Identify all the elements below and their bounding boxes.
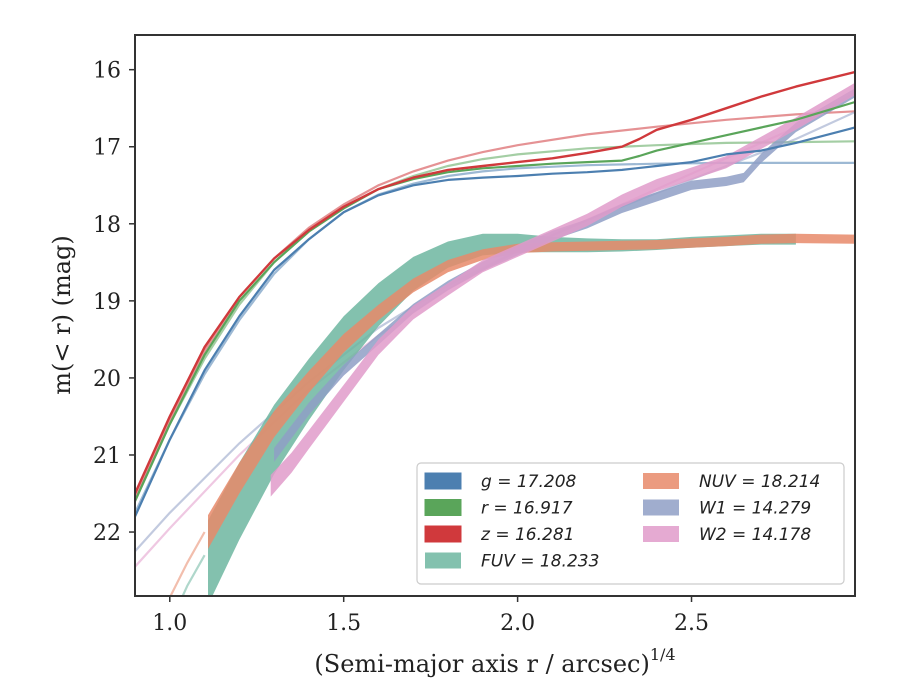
x-axis-title-text: (Semi-major axis r / arcsec) [314, 650, 649, 678]
legend-label: z = 16.281 [480, 525, 574, 545]
series-band-w2 [270, 82, 855, 497]
axis-ticks: 1.0 1.5 2.0 2.5 16 17 18 19 20 21 22 [93, 59, 709, 636]
x-tick-label: 1.0 [152, 611, 187, 636]
y-axis-title: m(< r) (mag) [48, 235, 76, 394]
series-line-r [135, 100, 855, 502]
legend-box [416, 462, 845, 585]
series-band-nuv [208, 233, 855, 550]
y-tick-label: 20 [93, 367, 121, 392]
series-band-fuv [208, 233, 796, 596]
legend-label: FUV = 18.233 [481, 552, 599, 572]
legend-swatch [643, 526, 679, 542]
legend-swatch [424, 472, 462, 490]
series-line-z [135, 70, 855, 494]
legend-swatch [424, 499, 462, 516]
y-tick-label: 22 [93, 521, 121, 546]
y-tick-label: 18 [93, 213, 121, 238]
legend-label: NUV = 18.214 [699, 472, 820, 492]
y-tick-label: 19 [93, 290, 121, 315]
legend-label: W1 = 14.279 [699, 499, 811, 519]
legend-swatch [643, 473, 679, 489]
x-axis-title-exponent: 1/4 [650, 645, 676, 664]
legend-swatch [425, 552, 461, 569]
chart-marks [135, 70, 855, 596]
y-tick-label: 16 [93, 59, 121, 84]
legend-swatch [424, 525, 462, 543]
x-axis-title: (Semi-major axis r / arcsec)1/4 [314, 645, 675, 678]
x-tick-label: 2.5 [674, 611, 709, 636]
x-tick-label: 1.5 [326, 611, 361, 636]
legend: g = 17.208 NUV = 18.214 r = 16.917 W1 = 14.… [416, 462, 845, 585]
legend-label: g = 17.208 [481, 472, 577, 492]
series-line-g [135, 126, 855, 518]
legend-label: r = 16.917 [481, 499, 573, 519]
series-band-w1 [274, 88, 855, 462]
plot-frame [134, 34, 856, 597]
y-tick-label: 17 [93, 136, 121, 161]
legend-swatch [643, 499, 679, 516]
x-tick-label: 2.0 [500, 611, 535, 636]
y-tick-label: 21 [93, 444, 121, 469]
legend-label: W2 = 14.178 [699, 525, 811, 545]
model-curve-4 [169, 531, 206, 596]
model-curve-3 [181, 554, 206, 596]
